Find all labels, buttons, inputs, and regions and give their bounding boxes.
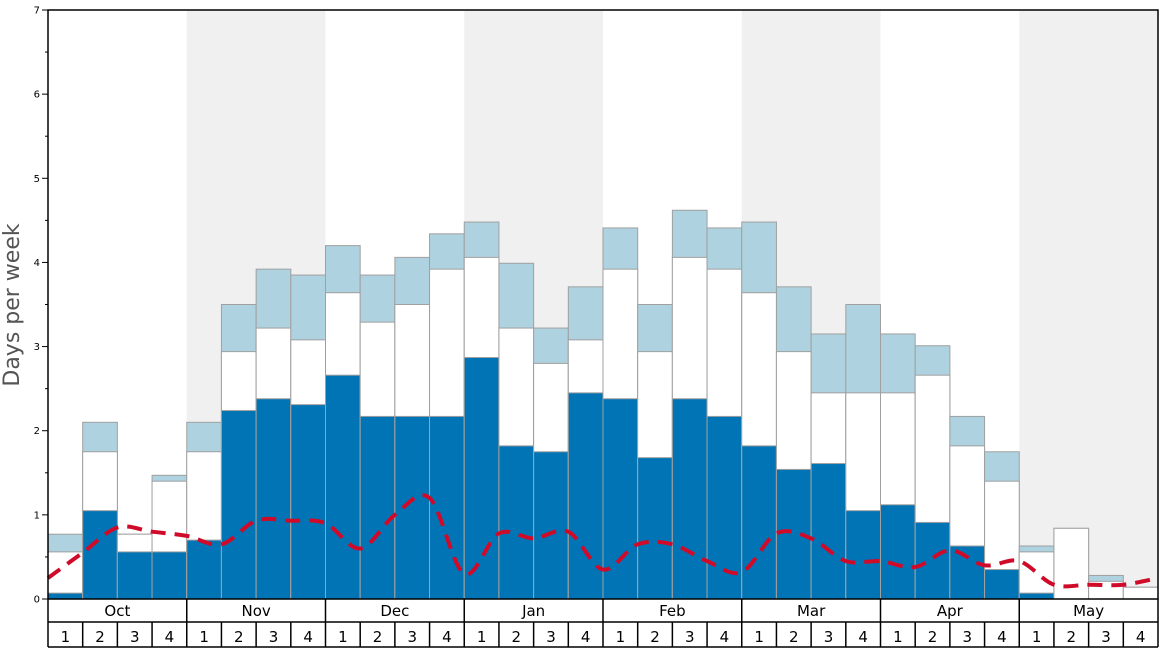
- bar-dark-5: [220, 410, 257, 600]
- month-label-feb: Feb: [659, 602, 686, 620]
- bar-dark-3: [151, 551, 188, 600]
- week-label-1: 1: [477, 628, 487, 646]
- week-label-2: 2: [789, 628, 799, 646]
- week-label-2: 2: [512, 628, 522, 646]
- month-band-may: [1019, 10, 1158, 599]
- week-label-2: 2: [650, 628, 660, 646]
- month-label-oct: Oct: [104, 602, 130, 620]
- month-label-mar: Mar: [797, 602, 826, 620]
- week-label-4: 4: [1136, 628, 1146, 646]
- week-label-4: 4: [442, 628, 452, 646]
- bar-dark-7: [290, 404, 326, 600]
- bar-dark-25: [914, 521, 951, 600]
- y-tick-label-6: 6: [34, 90, 40, 101]
- month-label-jan: Jan: [521, 602, 545, 620]
- y-axis-title: Days per week: [0, 223, 25, 386]
- bar-dark-11: [429, 415, 465, 600]
- week-label-2: 2: [234, 628, 244, 646]
- month-label-may: May: [1073, 602, 1104, 620]
- bar-dark-20: [741, 445, 777, 600]
- week-label-1: 1: [754, 628, 764, 646]
- bar-dark-19: [706, 415, 743, 600]
- week-label-4: 4: [997, 628, 1007, 646]
- week-label-3: 3: [824, 628, 834, 646]
- month-label-dec: Dec: [380, 602, 409, 620]
- y-tick-label-2: 2: [34, 426, 40, 437]
- y-tick-label-0: 0: [34, 595, 40, 606]
- week-labels: 1 2 3 4 1 2 3 4 1 2 3 4 1 2 3 4 1 2 3 4 1 2 3 4 1 2 3 4 1 2 3 4: [47, 621, 1159, 648]
- week-label-3: 3: [269, 628, 279, 646]
- dashed-trend-line: [46, 493, 1159, 589]
- week-label-1: 1: [616, 628, 626, 646]
- week-label-2: 2: [95, 628, 105, 646]
- month-label-apr: Apr: [937, 602, 964, 620]
- week-label-3: 3: [962, 628, 972, 646]
- y-tick-label-4: 4: [34, 258, 40, 269]
- week-label-4: 4: [858, 628, 868, 646]
- y-tick-label-3: 3: [34, 342, 40, 353]
- bar-dark-6: [255, 398, 292, 600]
- bar-white-31: [1122, 586, 1159, 600]
- week-label-3: 3: [685, 628, 695, 646]
- week-label-2: 2: [373, 628, 383, 646]
- bar-dark-23: [845, 510, 881, 600]
- bar-dark-27: [984, 569, 1020, 600]
- bar-dark-2: [116, 551, 153, 600]
- month-label-nov: Nov: [241, 602, 270, 620]
- bar-dark-18: [671, 398, 708, 600]
- bar-white-29: [1053, 527, 1090, 600]
- bar-dark-17: [637, 457, 673, 600]
- bar-dark-28: [1018, 592, 1055, 600]
- bars: [47, 209, 1159, 600]
- week-label-3: 3: [130, 628, 140, 646]
- week-label-3: 3: [546, 628, 556, 646]
- bar-dark-9: [359, 415, 396, 600]
- y-axis-ticks: 0 1 2 3 4 5 6 7: [34, 6, 48, 606]
- bar-dark-0: [47, 592, 84, 600]
- month-labels: Oct Nov Dec Jan Feb Mar Apr May: [47, 599, 1159, 622]
- week-label-1: 1: [338, 628, 348, 646]
- week-label-1: 1: [199, 628, 209, 646]
- week-label-2: 2: [928, 628, 938, 646]
- week-label-4: 4: [303, 628, 313, 646]
- bar-dark-8: [325, 374, 361, 600]
- week-label-1: 1: [1032, 628, 1042, 646]
- bar-white-28: [1018, 551, 1055, 600]
- y-tick-label-7: 7: [34, 6, 40, 17]
- bar-dark-26: [949, 545, 986, 600]
- bar-dark-12: [463, 357, 500, 600]
- week-label-4: 4: [581, 628, 591, 646]
- trend-line-path: [46, 493, 1159, 589]
- bar-dark-13: [498, 445, 535, 600]
- bar-dark-24: [880, 504, 916, 600]
- y-tick-label-1: 1: [34, 510, 40, 521]
- bar-dark-4: [186, 539, 222, 600]
- week-label-3: 3: [1101, 628, 1111, 646]
- week-label-4: 4: [165, 628, 175, 646]
- week-label-3: 3: [407, 628, 417, 646]
- bar-dark-14: [533, 451, 569, 600]
- week-label-1: 1: [893, 628, 903, 646]
- y-tick-label-5: 5: [34, 174, 40, 185]
- bar-dark-22: [810, 463, 847, 600]
- week-label-2: 2: [1067, 628, 1077, 646]
- bar-dark-1: [82, 510, 118, 600]
- bar-dark-10: [394, 415, 431, 600]
- week-label-1: 1: [61, 628, 71, 646]
- week-label-4: 4: [720, 628, 730, 646]
